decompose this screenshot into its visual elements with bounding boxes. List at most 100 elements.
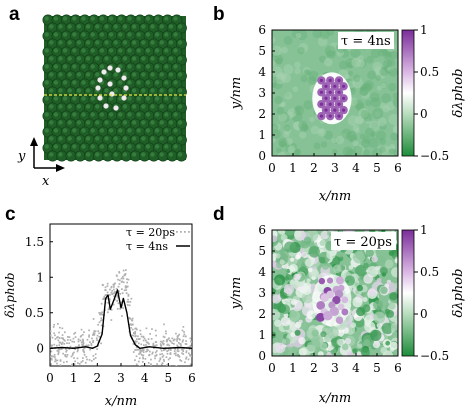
data-point-20ps <box>65 366 67 368</box>
data-point-20ps <box>140 350 142 352</box>
data-point-20ps <box>166 350 168 353</box>
lattice-bead-highlight <box>177 24 183 29</box>
data-point-20ps <box>136 328 138 331</box>
lattice-bead-highlight <box>95 24 100 29</box>
data-point-20ps <box>174 352 177 355</box>
background-fluctuation <box>383 325 393 335</box>
lattice-bead-highlight <box>81 128 86 133</box>
data-point-20ps <box>126 285 129 288</box>
lattice-bead-highlight <box>168 136 174 141</box>
lattice-bead-highlight <box>81 48 86 53</box>
data-point-20ps <box>137 335 139 338</box>
data-point-20ps <box>122 277 125 280</box>
background-fluctuation <box>274 274 286 286</box>
panel-c-legend: τ = 20ps τ = 4ns <box>126 226 190 253</box>
data-point-20ps <box>100 332 103 334</box>
data-point-20ps <box>145 341 148 344</box>
background-fluctuation <box>306 278 311 283</box>
data-point-20ps <box>105 298 108 300</box>
data-point-20ps <box>61 337 63 339</box>
lattice-bead-highlight <box>177 120 183 125</box>
data-point-20ps <box>175 365 178 366</box>
data-point-20ps <box>166 352 169 355</box>
data-point-20ps <box>56 362 58 365</box>
background-fluctuation <box>341 128 352 139</box>
data-point-20ps <box>143 367 145 369</box>
background-fluctuation <box>299 131 307 139</box>
data-point-20ps <box>114 291 116 293</box>
lattice-bead-highlight <box>49 56 54 61</box>
data-point-20ps <box>110 309 113 311</box>
data-point-20ps <box>119 293 122 295</box>
lattice-bead-highlight <box>44 32 49 37</box>
data-point-20ps <box>170 340 172 343</box>
colorbar-b <box>401 29 415 157</box>
background-fluctuation <box>284 230 295 236</box>
lattice-bead-highlight <box>168 88 174 93</box>
background-fluctuation <box>284 91 293 100</box>
x-tick-label: 6 <box>394 361 402 375</box>
data-point-20ps <box>125 286 128 289</box>
background-fluctuation <box>388 113 398 125</box>
data-point-20ps <box>54 356 56 358</box>
data-point-20ps <box>135 349 138 351</box>
background-fluctuation <box>377 117 387 127</box>
y-tick-label: 0 <box>36 341 44 355</box>
background-fluctuation <box>320 141 328 148</box>
x-tick-label: 3 <box>331 161 339 175</box>
lattice-bead-highlight <box>154 112 160 117</box>
lattice-bead-highlight <box>58 104 63 109</box>
lattice-bead-highlight <box>44 96 49 101</box>
background-fluctuation <box>351 57 362 68</box>
data-point-20ps <box>154 351 157 354</box>
background-fluctuation <box>303 100 314 110</box>
data-point-20ps <box>65 355 68 358</box>
x-tick-label: 4 <box>352 361 360 375</box>
data-point-20ps <box>142 350 144 352</box>
lattice-bead-highlight <box>173 64 178 69</box>
y-tick-label: 0 <box>258 349 266 363</box>
lattice-bead-highlight <box>67 40 72 45</box>
background-fluctuation <box>272 59 276 68</box>
data-point-20ps <box>145 344 147 346</box>
y-tick-label: 3 <box>258 286 266 300</box>
data-point-20ps <box>153 347 155 349</box>
background-fluctuation <box>284 275 290 281</box>
data-point-20ps <box>184 335 187 338</box>
data-point-20ps <box>113 286 115 288</box>
lattice-bead-highlight <box>177 136 183 141</box>
legend-label-20ps: τ = 20ps <box>126 226 175 239</box>
lattice-bead-highlight <box>168 24 174 29</box>
data-point-20ps <box>54 360 56 363</box>
data-point-20ps <box>135 346 138 349</box>
lattice-bead-highlight <box>164 80 169 85</box>
data-point-20ps <box>150 364 152 366</box>
data-point-20ps <box>66 354 69 356</box>
data-point-20ps <box>175 332 177 335</box>
background-fluctuation <box>294 329 301 336</box>
x-tick-label: 6 <box>394 161 402 175</box>
background-fluctuation <box>390 322 398 331</box>
data-point-20ps <box>146 341 149 344</box>
data-point-20ps <box>189 354 191 357</box>
data-point-20ps <box>130 297 133 300</box>
data-point-20ps <box>70 364 73 366</box>
data-point-20ps <box>150 358 152 361</box>
lattice-bead-highlight <box>49 72 54 77</box>
data-point-20ps <box>182 326 185 328</box>
background-fluctuation <box>272 123 279 132</box>
y-tick-label: 1 <box>36 270 44 284</box>
data-point-20ps <box>134 327 136 330</box>
data-point-20ps <box>160 349 163 352</box>
lattice-bead-highlight <box>108 16 114 21</box>
lattice-bead-highlight <box>76 136 82 141</box>
data-point-20ps <box>135 355 138 358</box>
data-point-20ps <box>82 348 84 351</box>
data-point-20ps <box>134 330 137 333</box>
background-fluctuation <box>381 272 386 277</box>
lattice-bead-highlight <box>53 128 59 133</box>
data-point-20ps <box>111 290 113 292</box>
cluster-node-core <box>337 114 341 118</box>
lattice-bead-highlight <box>58 152 63 157</box>
